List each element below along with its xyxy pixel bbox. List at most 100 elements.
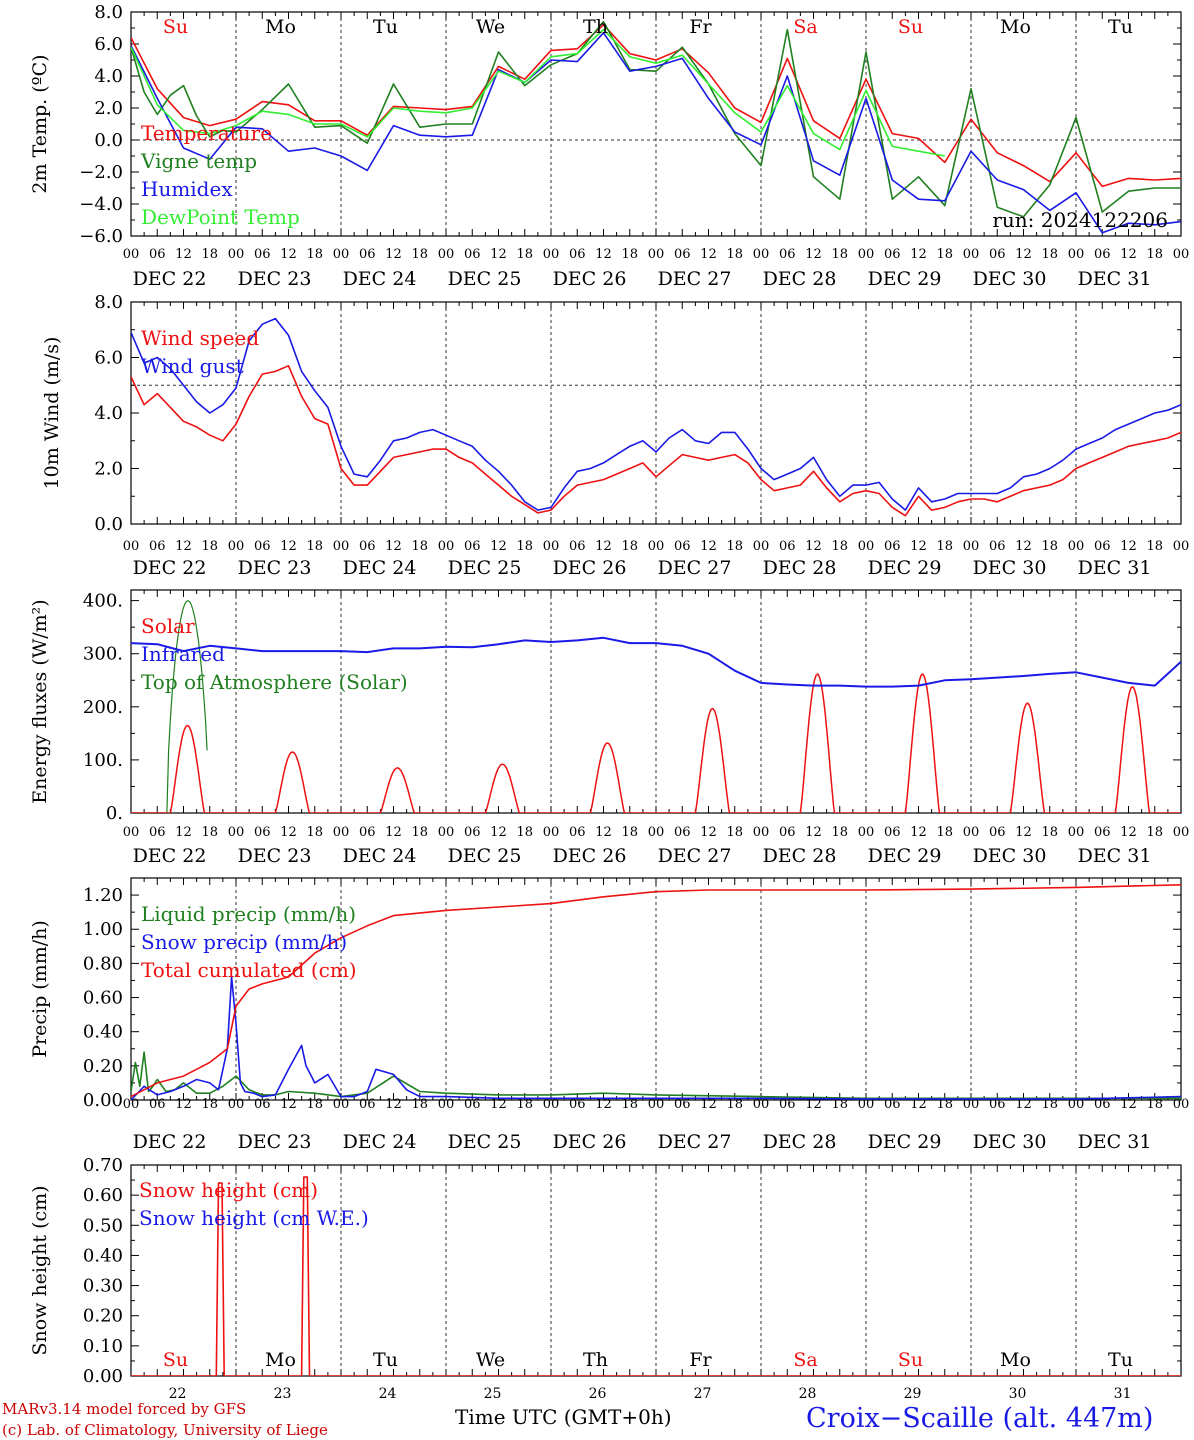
hour-tick-label: 06 [989,247,1006,262]
hour-tick-label: 06 [464,539,481,554]
hour-tick-label: 00 [438,1097,455,1112]
date-label: DEC 23 [238,1131,312,1153]
day-of-week-label: Sa [793,1349,817,1371]
hour-tick-label: 12 [1015,539,1032,554]
hour-tick-label: 06 [149,825,166,840]
hour-tick-label: 00 [858,247,875,262]
legend-entry: Solar [141,614,195,638]
hour-tick-label: 18 [726,247,743,262]
date-label: DEC 25 [448,268,522,290]
hour-tick-label: 18 [1146,825,1163,840]
hour-tick-label: 06 [674,1097,691,1112]
hour-tick-label: 12 [595,1097,612,1112]
series-group [131,1176,1181,1376]
hour-tick-label: 00 [963,539,980,554]
date-label: DEC 31 [1078,1131,1152,1153]
day-of-week-label: Fr [689,1349,712,1371]
hour-tick-label: 00 [438,825,455,840]
y-tick-label: 8.0 [94,292,123,313]
hour-tick-label: 18 [201,825,218,840]
day-of-week-label: Mo [265,1349,296,1371]
hour-tick-label: 06 [674,825,691,840]
hour-tick-label: 00 [123,539,140,554]
hour-tick-label: 12 [490,247,507,262]
y-tick-label: 2.0 [94,459,123,480]
day-number-label: 24 [379,1386,397,1402]
hour-tick-label: 12 [175,825,192,840]
hour-tick-label: 18 [1041,825,1058,840]
y-axis-label: Precip (mm/h) [29,920,51,1058]
hour-tick-label: 18 [621,825,638,840]
hour-tick-label: 18 [936,1097,953,1112]
panel-3: 400. 300. 200. 100. 0. Energy fluxes (W/m²) 00… [29,589,1189,867]
y-axis-label: 10m Wind (m/s) [41,337,63,490]
hour-tick-label: 18 [936,825,953,840]
hour-tick-label: 00 [1173,1097,1190,1112]
hour-tick-label: 06 [569,247,586,262]
hour-tick-label: 18 [411,247,428,262]
hour-tick-label: 06 [989,825,1006,840]
hour-tick-label: 18 [306,825,323,840]
legend-entry: Snow height (cm W.E.) [139,1206,369,1230]
hour-tick-label: 06 [884,1097,901,1112]
infrared-line [131,636,1181,688]
y-tick-label: 6.0 [94,34,123,55]
hour-tick-label: 12 [175,539,192,554]
series-line-3 [131,884,1181,1098]
y-tick-label: 0.10 [83,1336,123,1357]
day-number-label: 26 [589,1386,607,1402]
day-number-label: 28 [799,1386,817,1402]
hour-tick-label: 12 [910,1097,927,1112]
date-label: DEC 29 [868,268,942,290]
panel-2: 8.0 6.0 4.0 2.0 0.0 10m Wind (m/s) 00 06 12 18 00 0… [41,292,1189,579]
hour-tick-label: 18 [516,1097,533,1112]
hour-tick-label: 18 [516,247,533,262]
y-tick-label: 6.0 [94,348,123,369]
date-label: DEC 27 [658,557,732,579]
y-tick-label: 200. [83,697,123,718]
hour-tick-label: 18 [1146,1097,1163,1112]
hour-tick-label: 06 [149,539,166,554]
hour-tick-label: 12 [805,1097,822,1112]
hour-tick-label: 18 [1041,247,1058,262]
hour-tick-label: 00 [648,1097,665,1112]
hour-tick-label: 12 [1120,1097,1137,1112]
y-tick-label: 4.0 [94,66,123,87]
day-of-week-label: Fr [689,16,712,38]
hour-tick-label: 18 [411,1097,428,1112]
hour-tick-label: 12 [1120,539,1137,554]
hour-tick-label: 12 [1015,1097,1032,1112]
hour-tick-label: 18 [516,539,533,554]
hour-tick-label: 06 [779,1097,796,1112]
hour-tick-label: 12 [490,539,507,554]
series-group [131,884,1181,1100]
date-label: DEC 22 [133,845,207,867]
legend-entry: Wind speed [141,326,259,350]
legend-entry: Total cumulated (cm) [141,958,357,982]
hour-tick-label: 12 [805,247,822,262]
hour-tick-label: 12 [175,1097,192,1112]
hour-tick-label: 12 [700,825,717,840]
date-label: DEC 30 [973,845,1047,867]
hour-tick-label: 00 [228,539,245,554]
hour-tick-label: 18 [621,1097,638,1112]
series-line-2 [131,317,1181,511]
hour-tick-label: 06 [359,825,376,840]
date-label: DEC 22 [133,557,207,579]
series-line-4 [131,28,945,157]
hour-tick-label: 00 [648,825,665,840]
hour-tick-label: 06 [1094,247,1111,262]
series-line-1 [131,364,1181,517]
hour-tick-label: 00 [753,247,770,262]
hour-tick-label: 06 [989,539,1006,554]
day-number-label: 30 [1009,1386,1027,1402]
hour-tick-label: 06 [254,539,271,554]
day-number-label: 25 [484,1386,502,1402]
hour-tick-label: 06 [569,825,586,840]
y-tick-label: 0.00 [83,1366,123,1387]
day-of-week-label: Tu [1108,1349,1133,1371]
hour-tick-label: 12 [595,539,612,554]
hour-tick-label: 12 [385,1097,402,1112]
hour-tick-label: 06 [359,247,376,262]
y-tick-label: 0.0 [94,514,123,535]
